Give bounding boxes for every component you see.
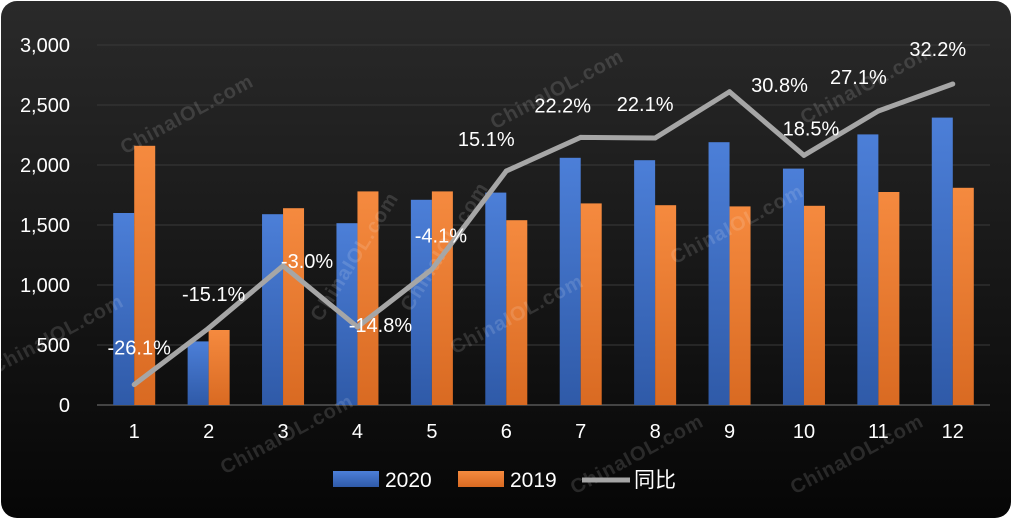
x-tick-label: 9 (724, 421, 735, 443)
legend-label: 2020 (385, 469, 432, 492)
bar-2019-1 (134, 145, 156, 406)
x-tick-label: 2 (203, 421, 214, 443)
x-tick-label: 12 (942, 421, 964, 443)
point-yoy-6 (503, 168, 509, 174)
point-yoy-1 (131, 382, 137, 388)
point-yoy-3 (280, 263, 286, 269)
bar-2020-12 (931, 117, 953, 405)
point-yoy-5 (429, 266, 435, 272)
y-axis-ticks: 0 500 1,000 1,500 2,000 2,500 3,000 (20, 35, 70, 417)
y-tick-label: 1,500 (20, 215, 70, 237)
x-tick-label: 6 (501, 421, 512, 443)
bar-2019-12 (952, 187, 974, 405)
yoy-data-label: 32.2% (909, 39, 966, 61)
yoy-data-label: -4.1% (415, 225, 467, 247)
yoy-data-label: 22.2% (534, 95, 591, 117)
gridlines (97, 44, 990, 406)
bar-2020-7 (559, 157, 581, 405)
bar-2019-3 (283, 208, 305, 405)
x-tick-label: 1 (129, 421, 140, 443)
yoy-data-label: 30.8% (751, 75, 808, 97)
bar-2020-1 (113, 213, 135, 405)
bars (113, 117, 974, 406)
yoy-data-label: 22.1% (617, 94, 674, 116)
yoy-data-label: -15.1% (182, 284, 246, 306)
x-axis-ticks: 1 2 3 4 5 6 7 8 9 10 11 12 (129, 421, 964, 443)
legend-label: 2019 (510, 469, 557, 492)
yoy-line (131, 81, 956, 388)
bar-2019-11 (878, 192, 900, 405)
line-yoy (132, 81, 954, 387)
bar-2020-8 (634, 160, 656, 405)
bar-2020-2 (187, 341, 209, 405)
point-yoy-9 (727, 89, 733, 95)
bar-2020-9 (708, 142, 730, 405)
point-yoy-11 (875, 108, 881, 114)
y-tick-label: 2,500 (20, 95, 70, 117)
legend-label: 同比 (634, 469, 676, 492)
point-yoy-8 (652, 135, 658, 141)
x-tick-label: 3 (277, 421, 288, 443)
point-yoy-12 (950, 81, 956, 87)
x-tick-label: 8 (650, 421, 661, 443)
legend-swatch-2020 (333, 471, 379, 487)
bar-2019-7 (580, 203, 602, 405)
yoy-data-label: 18.5% (783, 118, 840, 140)
bar-2020-3 (262, 214, 284, 405)
y-tick-label: 2,000 (20, 155, 70, 177)
y-tick-label: 3,000 (20, 35, 70, 57)
bar-2020-4 (336, 223, 358, 405)
bar-2020-6 (485, 192, 507, 405)
bar-2020-5 (410, 199, 432, 405)
y-tick-label: 500 (37, 335, 70, 357)
point-yoy-2 (206, 325, 212, 331)
bar-2020-10 (782, 168, 804, 405)
bar-2019-4 (357, 191, 379, 405)
bar-2019-6 (506, 220, 528, 405)
legend: 2020 2019 同比 (333, 469, 676, 492)
legend-swatch-2019 (458, 471, 504, 487)
yoy-data-label: -26.1% (108, 338, 172, 360)
bar-2019-10 (803, 205, 825, 405)
y-tick-label: 1,000 (20, 275, 70, 297)
bar-2019-8 (655, 205, 677, 405)
yoy-data-label: -3.0% (281, 251, 333, 273)
y-tick-label: 0 (59, 395, 70, 417)
x-tick-label: 4 (352, 421, 363, 443)
yoy-data-label: -14.8% (349, 315, 413, 337)
data-labels: -26.1% -15.1% -3.0% -14.8% -4.1% 15.1% 22.2% 22… (108, 39, 967, 360)
bar-2019-2 (208, 330, 230, 405)
x-tick-label: 7 (575, 421, 586, 443)
bar-2020-11 (857, 134, 879, 405)
x-tick-label: 11 (868, 421, 889, 443)
bar-2019-9 (729, 206, 751, 405)
x-tick-label: 10 (793, 421, 815, 443)
yoy-data-label: 27.1% (830, 67, 887, 89)
yoy-data-label: 15.1% (458, 129, 515, 151)
point-yoy-7 (578, 134, 584, 140)
x-tick-label: 5 (426, 421, 437, 443)
point-yoy-4 (354, 324, 360, 330)
point-yoy-10 (801, 152, 807, 158)
